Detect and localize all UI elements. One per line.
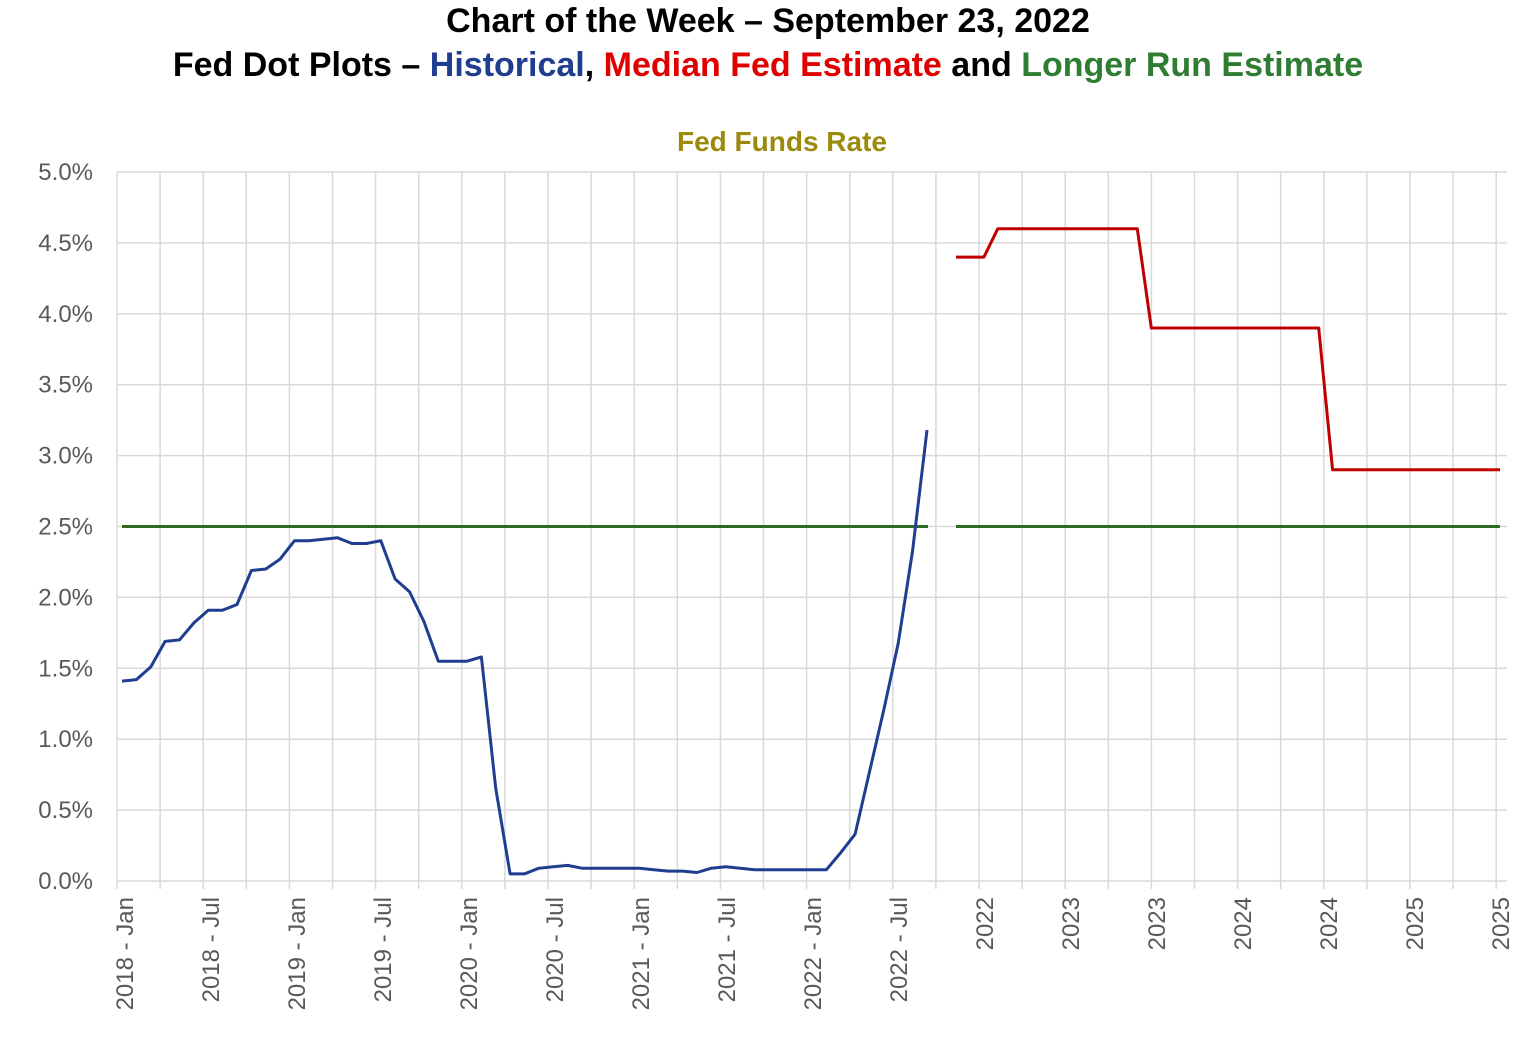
x-tick-label: 2022 - Jan xyxy=(800,897,827,1010)
x-tick-label: 2023 xyxy=(1058,897,1085,950)
grid xyxy=(116,171,1507,889)
y-tick-label: 4.0% xyxy=(38,301,93,328)
x-tick-label: 2021 - Jan xyxy=(628,897,655,1010)
x-axis: 2018 - Jan 2018 - Jul 2019 - Jan 2019 - Jul… xyxy=(112,897,1515,1010)
x-tick-label: 2022 xyxy=(972,897,999,950)
x-tick-label: 2018 - Jan xyxy=(112,897,139,1010)
x-tick-label: 2024 xyxy=(1316,897,1343,950)
y-axis: 0.0% 0.5% 1.0% 1.5% 2.0% 2.5% 3.0% 3.5% 4.0% 4.5%… xyxy=(38,159,93,895)
chart-title: Chart of the Week – September 23, 2022 xyxy=(446,2,1090,40)
x-tick-label: 2023 xyxy=(1144,897,1171,950)
subtitle-and: and xyxy=(941,46,1022,84)
x-tick-label: 2025 xyxy=(1488,897,1515,950)
x-tick-label: 2018 - Jul xyxy=(198,897,225,1002)
y-tick-label: 3.0% xyxy=(38,443,93,470)
y-tick-label: 0.5% xyxy=(38,797,93,824)
y-tick-label: 0.0% xyxy=(38,868,93,895)
legend-longer-run-label: Longer Run Estimate xyxy=(1021,46,1364,84)
subtitle-separator: , xyxy=(584,46,604,84)
series-median xyxy=(956,227,1500,472)
subtitle-prefix: Fed Dot Plots – xyxy=(172,46,430,84)
legend-historical-label: Historical xyxy=(429,46,585,84)
plot-title: Fed Funds Rate xyxy=(677,126,887,157)
x-tick-label: 2019 - Jul xyxy=(370,897,397,1002)
y-tick-label: 4.5% xyxy=(38,230,93,257)
x-tick-label: 2025 xyxy=(1402,897,1429,950)
y-tick-label: 1.0% xyxy=(38,726,93,753)
y-tick-label: 3.5% xyxy=(38,372,93,399)
x-tick-label: 2021 - Jul xyxy=(714,897,741,1002)
x-tick-label: 2024 xyxy=(1230,897,1257,950)
y-tick-label: 1.5% xyxy=(38,655,93,682)
x-tick-label: 2020 - Jan xyxy=(456,897,483,1010)
x-tick-label: 2020 - Jul xyxy=(542,897,569,1002)
series-lines xyxy=(121,227,1500,876)
y-tick-label: 2.5% xyxy=(38,514,93,541)
x-tick-label: 2019 - Jan xyxy=(284,897,311,1010)
y-tick-label: 2.0% xyxy=(38,584,93,611)
series-historical xyxy=(121,429,929,876)
legend-median-label: Median Fed Estimate xyxy=(603,46,942,84)
chart-subtitle-legend: Fed Dot Plots – Historical, Median Fed E… xyxy=(0,46,1536,85)
y-tick-label: 5.0% xyxy=(38,159,93,186)
x-tick-label: 2022 - Jul xyxy=(886,897,913,1002)
